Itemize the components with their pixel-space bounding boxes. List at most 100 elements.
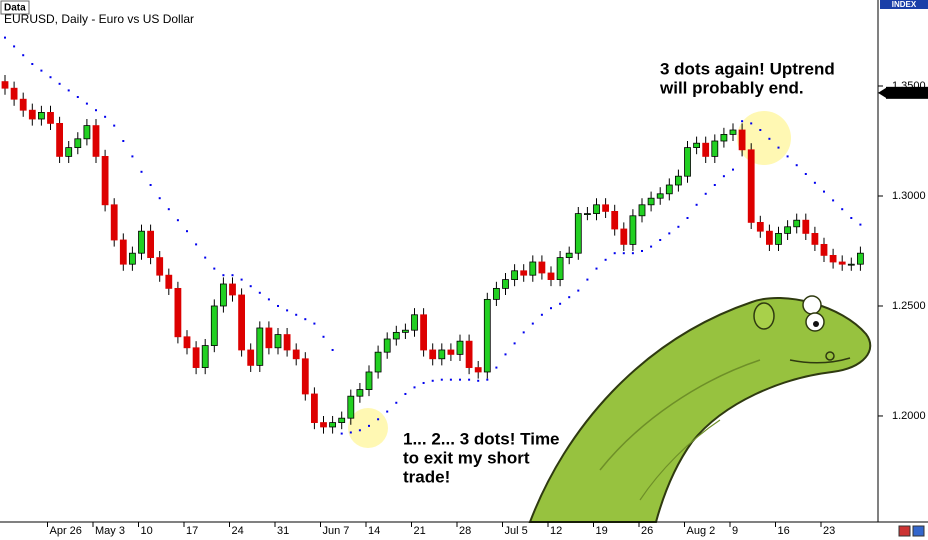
candle-body bbox=[593, 204, 600, 214]
candle-body bbox=[820, 243, 828, 256]
x-tick-label: 19 bbox=[596, 525, 608, 537]
candle-body bbox=[265, 327, 273, 349]
annotation: to exit my short bbox=[403, 448, 530, 467]
chart-title: EURUSD, Daily - Euro vs US Dollar bbox=[4, 12, 194, 26]
candle-body bbox=[238, 294, 246, 351]
sar-dot bbox=[577, 289, 580, 292]
sar-dot bbox=[768, 137, 771, 140]
candle-body bbox=[556, 257, 564, 280]
sar-dot bbox=[386, 410, 389, 413]
sar-dot bbox=[176, 219, 179, 222]
x-tick-label: 26 bbox=[641, 525, 653, 537]
candle-body bbox=[829, 254, 837, 263]
candle-body bbox=[38, 112, 45, 120]
candle-body bbox=[693, 142, 700, 149]
data-tab-label[interactable]: Data bbox=[4, 3, 26, 14]
candle-body bbox=[857, 252, 864, 265]
x-tick-label: 23 bbox=[823, 525, 835, 537]
candle-body bbox=[401, 329, 409, 333]
annotation: 3 dots again! Uptrend bbox=[660, 59, 835, 78]
sar-dot bbox=[522, 331, 525, 334]
sar-dot bbox=[286, 309, 289, 312]
candles bbox=[1, 36, 864, 435]
x-tick-label: 9 bbox=[732, 525, 738, 537]
candle-body bbox=[665, 184, 673, 195]
candle-body bbox=[274, 334, 282, 349]
candle-body bbox=[793, 219, 801, 228]
sar-dot bbox=[650, 245, 653, 248]
sar-dot bbox=[140, 170, 143, 173]
candle-body bbox=[738, 129, 746, 151]
corner-icons bbox=[898, 525, 925, 537]
candle-body bbox=[1, 81, 9, 89]
sar-dot bbox=[104, 115, 107, 118]
candle-body bbox=[656, 193, 664, 199]
sar-dot bbox=[586, 278, 589, 281]
candle-body bbox=[675, 175, 682, 186]
sar-dot bbox=[22, 54, 25, 57]
candle-body bbox=[420, 314, 428, 351]
sar-dot bbox=[122, 140, 125, 143]
x-tick-label: 28 bbox=[459, 525, 471, 537]
x-tick-label: 10 bbox=[141, 525, 153, 537]
candle-body bbox=[74, 138, 82, 149]
y-tick-label: 1.2500 bbox=[892, 300, 926, 312]
sar-dot bbox=[631, 252, 634, 255]
candle-body bbox=[365, 371, 373, 390]
sar-dot bbox=[622, 252, 625, 255]
sar-dot bbox=[368, 424, 370, 427]
candle-body bbox=[584, 213, 591, 215]
candle-body bbox=[219, 283, 227, 307]
candle-body bbox=[638, 204, 646, 217]
candle-body bbox=[147, 230, 155, 258]
candle-body bbox=[729, 129, 737, 135]
index-tag-label: INDEX bbox=[892, 0, 917, 9]
sar-dot bbox=[832, 199, 835, 202]
x-tick-label: Jun 7 bbox=[323, 525, 350, 537]
candle-body bbox=[602, 204, 609, 212]
candle-body bbox=[301, 358, 309, 395]
sar-dot bbox=[249, 285, 252, 288]
candle-body bbox=[283, 334, 291, 351]
sar-dot bbox=[331, 348, 334, 351]
candle-body bbox=[28, 109, 36, 120]
candle-body bbox=[210, 305, 218, 346]
sar-dot bbox=[158, 197, 161, 200]
x-tick-label: 31 bbox=[277, 525, 289, 537]
sar-dot bbox=[340, 432, 343, 435]
sar-dot bbox=[786, 155, 789, 158]
sar-dot bbox=[677, 225, 680, 228]
candle-body bbox=[802, 219, 810, 234]
sar-dot bbox=[713, 183, 716, 186]
sar-dot bbox=[13, 45, 16, 48]
index-tag bbox=[880, 0, 928, 9]
candle-body bbox=[574, 213, 582, 254]
sar-dot bbox=[468, 378, 471, 381]
sar-dot bbox=[31, 63, 34, 66]
data-tab[interactable] bbox=[0, 0, 30, 15]
candle-body bbox=[529, 261, 537, 276]
candle-body bbox=[101, 156, 109, 206]
sar-dot bbox=[613, 252, 616, 255]
candle-body bbox=[292, 349, 300, 360]
x-tick-label: 12 bbox=[550, 525, 562, 537]
candle-body bbox=[411, 314, 418, 331]
candle-body bbox=[847, 263, 855, 266]
candle-body bbox=[684, 147, 691, 177]
candle-body bbox=[711, 140, 719, 157]
candle-body bbox=[165, 274, 173, 289]
candle-body bbox=[56, 123, 63, 157]
sar-dot bbox=[459, 378, 461, 381]
sar-dot bbox=[404, 392, 407, 395]
candle-body bbox=[192, 347, 200, 368]
sar-dot bbox=[258, 291, 261, 294]
candle-body bbox=[538, 261, 546, 274]
candle-body bbox=[520, 270, 528, 276]
sar-dot bbox=[40, 69, 43, 72]
y-tick-label: 1.2000 bbox=[892, 410, 926, 422]
highlight bbox=[348, 408, 388, 448]
candle-body bbox=[647, 197, 655, 206]
candle-body bbox=[447, 349, 455, 355]
sar-dot bbox=[49, 76, 52, 79]
